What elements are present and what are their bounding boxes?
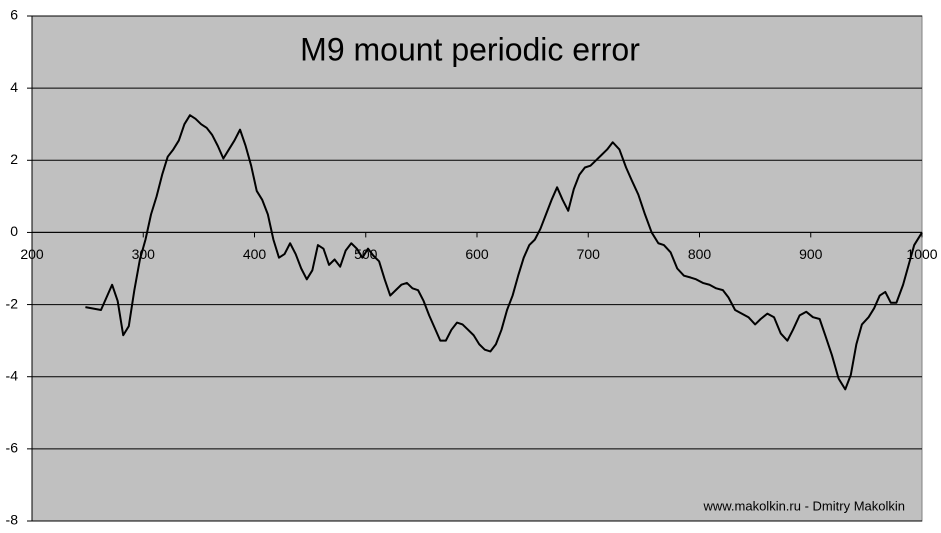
x-tick-label: 900 <box>799 246 823 262</box>
chart-title: M9 mount periodic error <box>300 31 640 67</box>
annotation: www.makolkin.ru - Dmitry Makolkin <box>702 498 905 513</box>
x-tick-label: 600 <box>465 246 489 262</box>
x-tick-label: 500 <box>354 246 378 262</box>
y-tick-label: 2 <box>10 151 18 167</box>
plot-area <box>31 15 923 522</box>
y-tick-label: -6 <box>6 440 19 456</box>
x-tick-label: 300 <box>132 246 156 262</box>
x-tick-label: 800 <box>688 246 712 262</box>
y-tick-label: 0 <box>10 223 18 239</box>
x-tick-label: 400 <box>243 246 267 262</box>
x-tick-label: 1000 <box>906 246 937 262</box>
x-tick-label: 700 <box>577 246 601 262</box>
y-tick-label: -4 <box>6 367 19 383</box>
y-tick-label: -2 <box>6 295 19 311</box>
y-tick-label: -8 <box>6 512 19 528</box>
y-tick-label: 6 <box>10 7 18 23</box>
x-tick-label: 200 <box>20 246 44 262</box>
data-line <box>85 114 923 391</box>
y-tick-label: 4 <box>10 79 18 95</box>
